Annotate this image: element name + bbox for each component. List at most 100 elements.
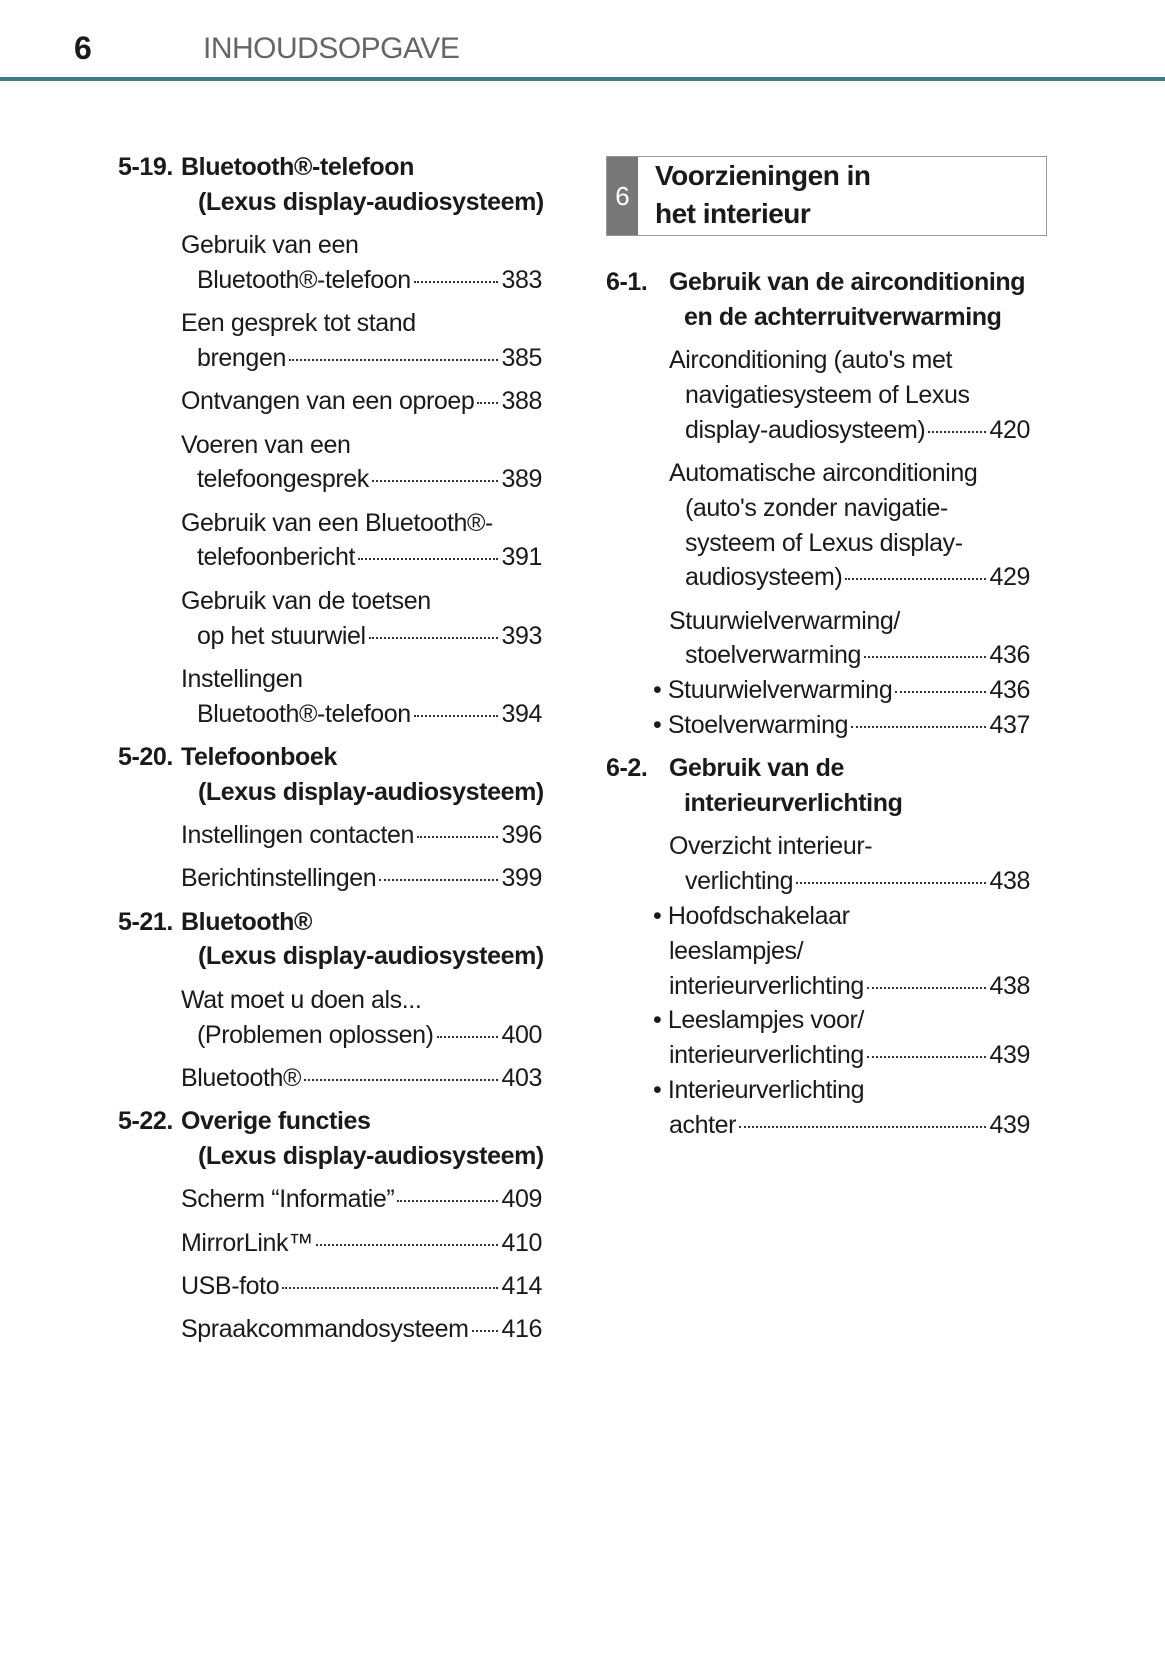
toc-entry[interactable]: MirrorLink™ 410: [118, 1226, 542, 1261]
toc-entry[interactable]: Stuurwielverwarming/stoelverwarming 436: [606, 604, 1030, 674]
toc-entry-line: achter 439: [669, 1108, 1030, 1143]
page-number-ref[interactable]: 409: [501, 1185, 542, 1214]
page-number-ref[interactable]: 437: [989, 711, 1030, 740]
page-number-ref[interactable]: 439: [989, 1041, 1030, 1070]
section-number: 5-22.: [118, 1107, 173, 1136]
toc-entry-text[interactable]: Stuurwielverwarming/: [669, 606, 900, 635]
toc-entry-line: Voeren van een: [181, 428, 542, 463]
toc-entry[interactable]: Airconditioning (auto's met navigatiesyst…: [606, 343, 1030, 447]
page-number-ref[interactable]: 416: [501, 1315, 542, 1344]
toc-entry-text[interactable]: • Interieurverlichting: [653, 1076, 865, 1105]
dot-leader: [417, 836, 499, 839]
toc-entry-text[interactable]: op het stuurwiel: [197, 621, 366, 650]
section-number: 5-19.: [118, 153, 173, 181]
page-number-ref[interactable]: 394: [501, 699, 542, 728]
toc-entry[interactable]: Gebruik van een Bluetooth®-telefoon 383: [118, 228, 542, 298]
page-number-ref[interactable]: 389: [501, 465, 542, 494]
page-number-ref[interactable]: 436: [989, 641, 1030, 670]
page-number-ref[interactable]: 393: [501, 621, 542, 650]
toc-entry[interactable]: Wat moet u doen als... (Problemen oplosse…: [118, 983, 542, 1053]
toc-entry-text[interactable]: interieurverlichting: [669, 1041, 864, 1070]
toc-entry[interactable]: • Hoofdschakelaar leeslampjes/interieurve…: [606, 899, 1030, 1003]
toc-entry[interactable]: • Interieurverlichting achter 439: [606, 1073, 1030, 1143]
toc-entry-text[interactable]: telefoonbericht: [197, 543, 356, 572]
toc-entry[interactable]: • Stoelverwarming 437: [606, 708, 1030, 743]
toc-entry[interactable]: Instellingen Bluetooth®-telefoon 394: [118, 662, 542, 732]
toc-entry-text[interactable]: Berichtinstellingen: [181, 864, 377, 893]
toc-entry-text[interactable]: • Hoofdschakelaar: [653, 902, 850, 931]
toc-entry-text[interactable]: USB-foto: [181, 1271, 280, 1300]
toc-entry-text[interactable]: Bluetooth®-telefoon: [197, 699, 411, 728]
section-heading-line: 5-22. Overige functies: [118, 1104, 542, 1139]
toc-entry-text[interactable]: display-audiosysteem): [685, 415, 926, 444]
toc-entry[interactable]: Scherm “Informatie” 409: [118, 1182, 542, 1217]
toc-entry-text[interactable]: • Stuurwielverwarming: [653, 676, 893, 705]
page-number-ref[interactable]: 400: [501, 1020, 542, 1049]
toc-entry-text[interactable]: Gebruik van een: [181, 231, 359, 260]
toc-entry-text[interactable]: Bluetooth®-telefoon: [197, 265, 411, 294]
toc-entry[interactable]: Spraakcommandosysteem 416: [118, 1312, 542, 1347]
dot-leader: [796, 882, 987, 885]
toc-entry-text[interactable]: systeem of Lexus display-: [685, 528, 963, 557]
page-number-ref[interactable]: 403: [501, 1063, 542, 1092]
toc-entry-text[interactable]: (Problemen oplossen): [197, 1020, 434, 1049]
page-number-ref[interactable]: 438: [989, 971, 1030, 1000]
toc-entry[interactable]: Gebruik van de toetsen op het stuurwiel 39…: [118, 584, 542, 654]
toc-entry-text[interactable]: Gebruik van een Bluetooth®-: [181, 508, 493, 537]
toc-entry[interactable]: Ontvangen van een oproep 388: [118, 384, 542, 419]
dot-leader: [413, 714, 499, 717]
toc-entry[interactable]: Bluetooth® 403: [118, 1061, 542, 1096]
toc-entry-text[interactable]: Bluetooth®: [181, 1063, 302, 1092]
toc-entry-text[interactable]: • Stoelverwarming: [653, 711, 849, 740]
toc-entry-text[interactable]: Instellingen contacten: [181, 821, 415, 850]
toc-entry[interactable]: Gebruik van een Bluetooth®- telefoonberic…: [118, 506, 542, 576]
toc-entry-text[interactable]: navigatiesysteem of Lexus: [685, 380, 970, 409]
dot-leader: [864, 656, 987, 659]
toc-entry-text[interactable]: Wat moet u doen als...: [181, 985, 422, 1014]
page-number-ref[interactable]: 420: [989, 415, 1030, 444]
page-number-ref[interactable]: 438: [989, 867, 1030, 896]
toc-entry-text[interactable]: Gebruik van de toetsen: [181, 586, 431, 615]
toc-entry-text[interactable]: Airconditioning (auto's met: [669, 346, 953, 375]
page-number-ref[interactable]: 396: [501, 821, 542, 850]
page-number-ref[interactable]: 399: [501, 864, 542, 893]
toc-entry-text[interactable]: Een gesprek tot stand: [181, 309, 416, 338]
toc-entry[interactable]: • Leeslampjes voor/interieurverlichting 4…: [606, 1003, 1030, 1073]
page-number-ref[interactable]: 388: [501, 387, 542, 416]
toc-entry-text[interactable]: Ontvangen van een oproep: [181, 387, 475, 416]
toc-entry-text[interactable]: (auto's zonder navigatie-: [685, 493, 948, 522]
toc-entry-text[interactable]: Automatische airconditioning: [669, 458, 978, 487]
page-number-ref[interactable]: 383: [501, 265, 542, 294]
toc-entry-text[interactable]: verlichting: [685, 867, 794, 896]
toc-entry-text[interactable]: achter: [669, 1110, 737, 1139]
toc-entry-text[interactable]: Spraakcommandosysteem: [181, 1315, 469, 1344]
toc-entry-text[interactable]: Voeren van een: [181, 430, 351, 459]
toc-entry-text[interactable]: Instellingen: [181, 664, 303, 693]
toc-entry-text[interactable]: telefoongesprek: [197, 465, 369, 494]
toc-entry-text[interactable]: Scherm “Informatie”: [181, 1185, 395, 1214]
toc-entry-text[interactable]: Overzicht interieur-: [669, 832, 873, 861]
page-number-ref[interactable]: 410: [501, 1228, 542, 1257]
toc-entry[interactable]: USB-foto 414: [118, 1269, 542, 1304]
toc-entry[interactable]: Berichtinstellingen 399: [118, 861, 542, 896]
toc-entry-text[interactable]: audiosysteem): [685, 563, 843, 592]
section-heading-line: (Lexus display-audiosysteem): [118, 775, 544, 810]
toc-entry-text[interactable]: interieurverlichting: [669, 971, 864, 1000]
toc-entry-text[interactable]: brengen: [197, 343, 286, 372]
toc-entry-text[interactable]: MirrorLink™: [181, 1228, 313, 1257]
page-number-ref[interactable]: 429: [989, 563, 1030, 592]
page-number-ref[interactable]: 391: [501, 543, 542, 572]
toc-entry[interactable]: Instellingen contacten 396: [118, 818, 542, 853]
page-number-ref[interactable]: 385: [501, 343, 542, 372]
page-number-ref[interactable]: 436: [989, 676, 1030, 705]
toc-entry[interactable]: Overzicht interieur-verlichting 438: [606, 829, 1030, 899]
toc-entry[interactable]: • Stuurwielverwarming 436: [606, 673, 1030, 708]
page-number-ref[interactable]: 439: [989, 1110, 1030, 1139]
toc-entry-text[interactable]: • Leeslampjes voor/: [653, 1006, 864, 1035]
toc-entry-text[interactable]: stoelverwarming: [685, 641, 862, 670]
page-number-ref[interactable]: 414: [501, 1271, 542, 1300]
toc-entry[interactable]: Een gesprek tot stand brengen 385: [118, 306, 542, 376]
toc-entry-text[interactable]: leeslampjes/: [669, 936, 804, 965]
toc-entry[interactable]: Automatische airconditioning (auto's zond…: [606, 456, 1030, 595]
toc-entry[interactable]: Voeren van een telefoongesprek 389: [118, 428, 542, 498]
